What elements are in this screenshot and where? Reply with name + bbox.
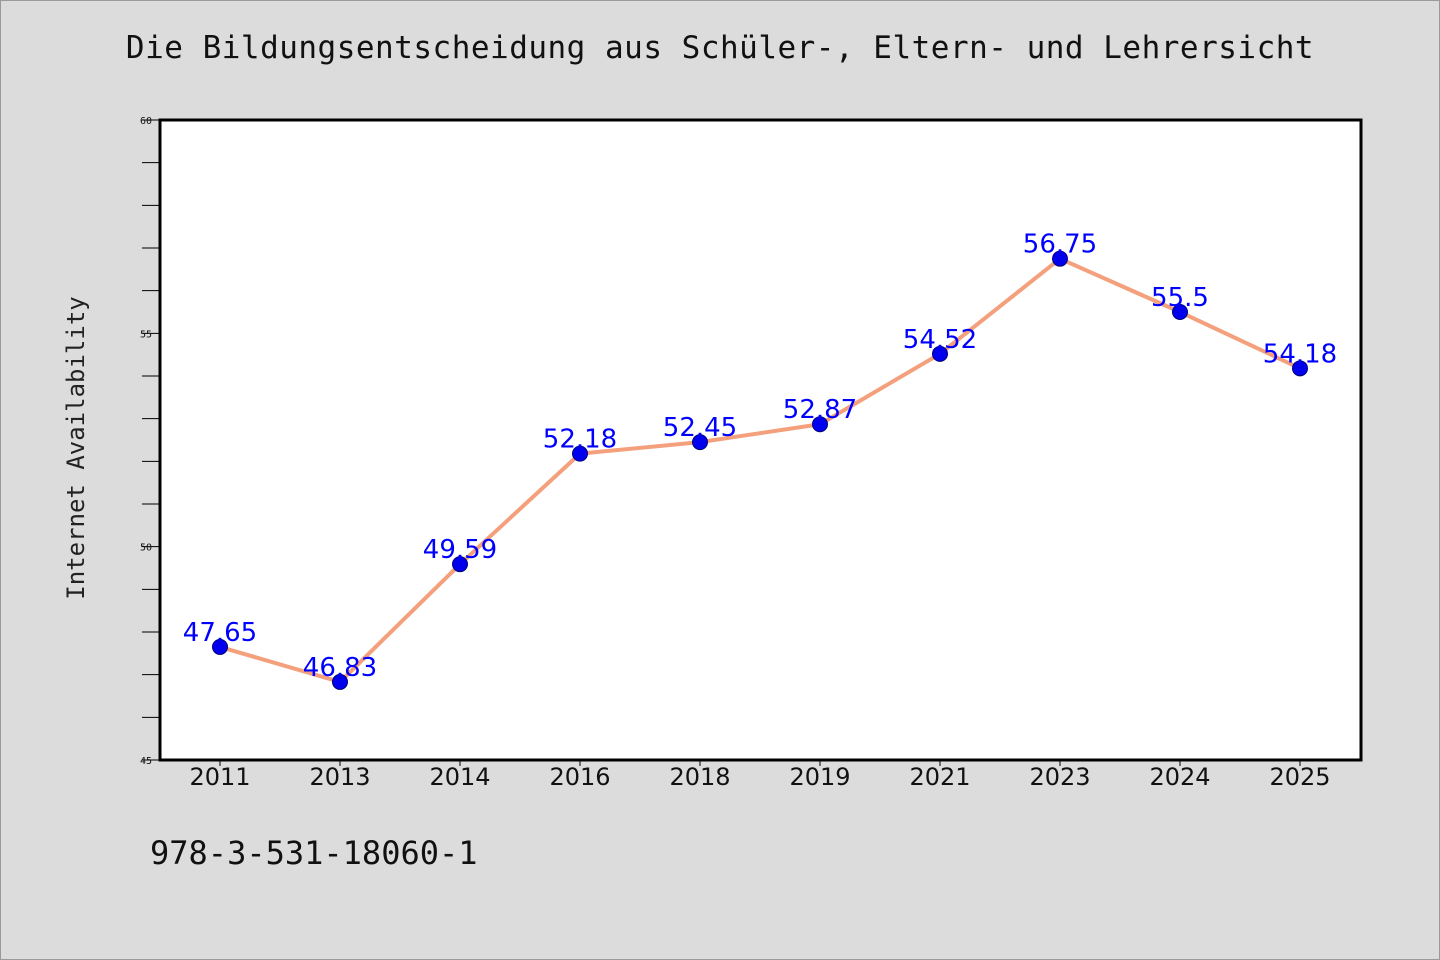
data-label: 47.65 (183, 618, 257, 648)
x-tick-label: 2016 (549, 763, 610, 791)
data-label: 54.18 (1263, 339, 1337, 369)
x-tick-label: 2011 (189, 763, 250, 791)
x-tick-label: 2025 (1269, 763, 1330, 791)
data-label: 46.83 (303, 653, 377, 683)
data-label: 54.52 (903, 325, 977, 355)
y-tick-label: 60 (140, 116, 152, 127)
plot-area (160, 120, 1361, 760)
data-point (812, 416, 828, 433)
x-tick-label: 2021 (909, 763, 970, 791)
x-tick-label: 2024 (1149, 763, 1210, 791)
footer-isbn: 978-3-531-18060-1 (150, 834, 478, 872)
data-point (212, 638, 228, 655)
data-label: 49.59 (423, 535, 497, 565)
data-label: 55.5 (1151, 283, 1209, 313)
data-point (1292, 360, 1308, 377)
x-tick-label: 2019 (789, 763, 850, 791)
x-tick-label: 2023 (1029, 763, 1090, 791)
y-tick-label: 55 (140, 329, 152, 340)
data-point (572, 445, 588, 462)
data-point (452, 556, 468, 573)
x-tick-label: 2018 (669, 763, 730, 791)
data-label: 52.18 (543, 425, 617, 455)
x-tick-label: 2013 (309, 763, 370, 791)
y-tick-label: 45 (140, 756, 152, 767)
data-point (332, 673, 348, 690)
series-line (219, 256, 1301, 684)
data-point (692, 434, 708, 451)
data-label: 56.75 (1023, 230, 1097, 260)
data-point (1172, 304, 1188, 320)
x-tick-label: 2014 (429, 763, 490, 791)
plot-border (158, 118, 1363, 762)
data-point (1052, 250, 1068, 267)
data-label: 52.87 (783, 395, 857, 425)
chart-title: Die Bildungsentscheidung aus Schüler-, E… (125, 30, 1315, 66)
data-label: 52.45 (663, 413, 737, 443)
y-tick-label: 50 (140, 543, 152, 554)
data-point (932, 345, 948, 362)
